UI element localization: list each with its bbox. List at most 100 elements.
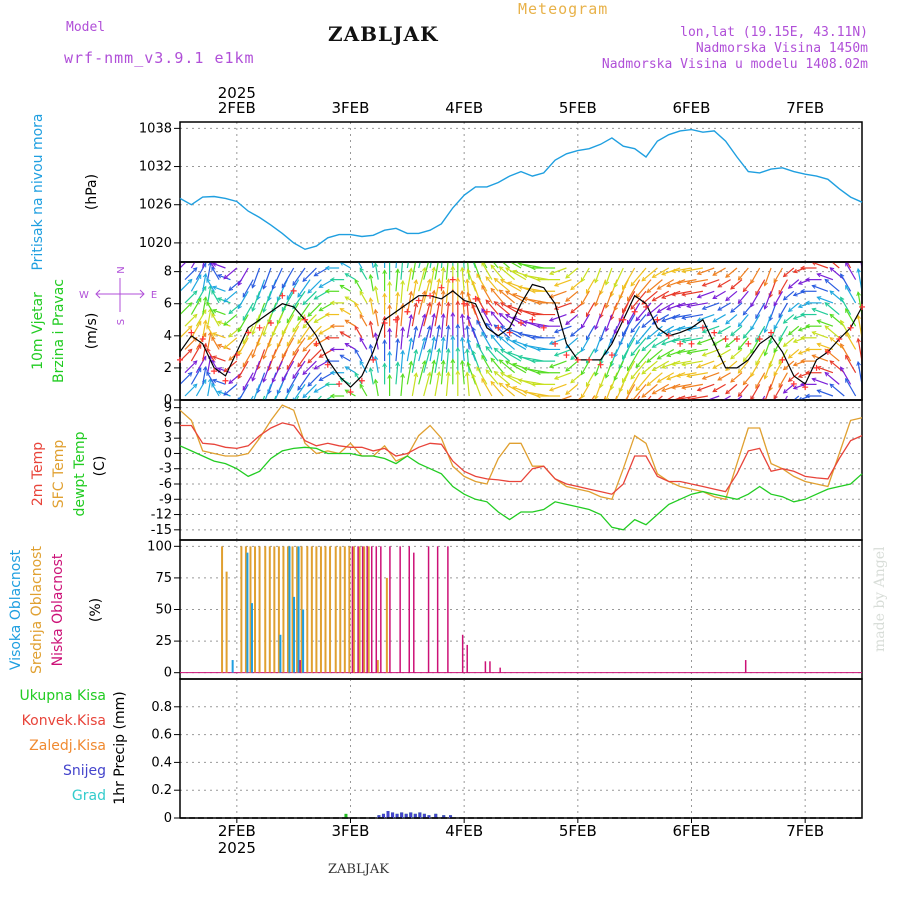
wind-barb bbox=[354, 302, 363, 315]
wind-barb bbox=[697, 360, 715, 368]
wind-barb-head bbox=[792, 338, 798, 344]
wind-barb-head bbox=[436, 324, 442, 330]
wind-barb-head bbox=[455, 323, 461, 329]
wind-barb bbox=[207, 308, 212, 327]
wind-barb bbox=[418, 314, 426, 338]
wind-barb-head bbox=[594, 278, 599, 284]
wind-barb-head bbox=[681, 338, 687, 344]
wind-barb bbox=[369, 321, 374, 338]
wind-barb bbox=[223, 337, 238, 349]
wind-barb bbox=[354, 279, 363, 292]
wind-barb bbox=[840, 343, 852, 362]
wind-barb bbox=[472, 373, 482, 397]
wind-barb-head bbox=[656, 355, 662, 360]
wind-barb bbox=[461, 337, 465, 362]
wind-barb bbox=[467, 339, 477, 362]
wind-barb bbox=[687, 302, 708, 308]
wind-barb-head bbox=[440, 289, 446, 295]
wind-barb bbox=[281, 267, 295, 289]
wind-barb-head bbox=[670, 384, 676, 390]
wind-barb bbox=[461, 290, 465, 315]
wind-barb-head bbox=[395, 361, 400, 367]
wind-barb-head bbox=[792, 385, 798, 390]
wind-barb bbox=[369, 274, 374, 292]
wind-barb bbox=[666, 279, 686, 287]
wind-barb bbox=[565, 360, 579, 372]
wind-barb bbox=[518, 332, 544, 339]
wind-barb-head bbox=[675, 326, 681, 332]
low-cloud-axis-title: Niska Oblacnost bbox=[50, 553, 66, 666]
wind-cross-marker bbox=[188, 329, 195, 336]
wind-barb bbox=[400, 373, 404, 397]
wind-barb bbox=[354, 349, 363, 362]
wind-barb bbox=[697, 290, 715, 298]
wind-barb-head bbox=[580, 347, 586, 353]
wind-barb-head bbox=[701, 305, 707, 311]
wind-barb bbox=[840, 320, 852, 339]
lonlat-label: lon,lat (19.15E, 43.11N) bbox=[680, 25, 868, 40]
wind-barb bbox=[621, 360, 636, 383]
wind-barb-head bbox=[461, 244, 465, 248]
wind-barb bbox=[630, 360, 647, 380]
wind-barb-head bbox=[681, 292, 687, 297]
wind-barb bbox=[682, 360, 703, 366]
wind-barb bbox=[236, 395, 243, 400]
wind-barb-head bbox=[717, 329, 723, 334]
wind-barb-head bbox=[731, 402, 735, 406]
wind-barb bbox=[737, 290, 749, 304]
wind-barbs bbox=[180, 244, 862, 416]
wind-barb-head bbox=[641, 369, 647, 375]
wind-barb-head bbox=[292, 397, 297, 400]
wind-barb bbox=[292, 360, 306, 379]
wind-barb-head bbox=[313, 295, 319, 300]
wind-barb-head bbox=[621, 331, 627, 337]
wind-barb-head bbox=[565, 274, 570, 279]
wind-barb-head bbox=[811, 307, 817, 313]
wind-barb-head bbox=[750, 302, 755, 308]
wind-barb-head bbox=[512, 386, 518, 391]
wind-barb-head bbox=[742, 287, 748, 293]
wind-barb bbox=[466, 349, 470, 373]
wind-barb-head bbox=[636, 410, 640, 414]
wind-barb bbox=[434, 325, 440, 350]
wind-barb-head bbox=[262, 331, 267, 337]
wind-barb bbox=[717, 325, 731, 334]
wind-barb bbox=[211, 313, 220, 327]
wind-cross-marker bbox=[654, 316, 661, 323]
wind-barb-head bbox=[594, 348, 599, 354]
wind-barb bbox=[190, 297, 202, 315]
wind-barb-head bbox=[373, 378, 379, 384]
wind-barb-head bbox=[857, 246, 861, 250]
wind-barb-head bbox=[666, 282, 672, 288]
wind-barb-head bbox=[382, 362, 387, 368]
wind-barb-head bbox=[641, 276, 647, 282]
wind-barb-head bbox=[202, 365, 208, 371]
wind-barb bbox=[256, 349, 266, 370]
wind-barb bbox=[283, 384, 295, 400]
wind-barb bbox=[369, 367, 374, 385]
wind-barb bbox=[783, 290, 795, 301]
wind-barb-head bbox=[354, 302, 359, 308]
wind-barb bbox=[228, 302, 243, 315]
wind-barb-head bbox=[661, 341, 667, 346]
wind-barb bbox=[262, 314, 272, 336]
wind-barb-head bbox=[440, 266, 446, 272]
wind-barb-head bbox=[471, 280, 476, 286]
wind-barb bbox=[657, 372, 675, 383]
wind-barb-head bbox=[313, 272, 319, 277]
wind-barb-head bbox=[485, 345, 491, 351]
wind-barb bbox=[190, 344, 202, 362]
wind-barb-head bbox=[471, 303, 476, 309]
wind-barb bbox=[238, 384, 249, 400]
wind-barb-head bbox=[373, 285, 379, 291]
wind-barb-head bbox=[530, 382, 536, 387]
wind-barb-head bbox=[856, 360, 861, 366]
wind-barb-head bbox=[613, 329, 618, 335]
wind-barb-head bbox=[257, 412, 261, 416]
wind-barb bbox=[764, 267, 772, 286]
wind-barb bbox=[565, 314, 579, 325]
wind-barb bbox=[580, 267, 590, 282]
wind-barb bbox=[345, 273, 356, 281]
wind-barb-head bbox=[651, 366, 657, 372]
wind-barb-head bbox=[646, 288, 652, 294]
